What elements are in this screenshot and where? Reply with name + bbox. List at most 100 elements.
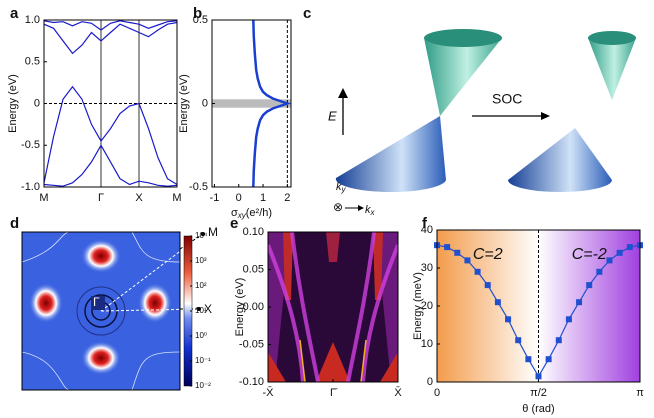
panel-label: e [230, 215, 238, 232]
y-tick-label: 0 [427, 376, 433, 388]
bulk-band [380, 352, 398, 382]
panel-label: a [10, 5, 19, 22]
plot-frame [267, 231, 399, 383]
soc-label: SOC [492, 91, 522, 107]
chern-region [437, 230, 539, 382]
point-label: M [208, 225, 218, 239]
x-tick-label: 0 [434, 387, 440, 399]
y-tick-label: 1.0 [25, 14, 40, 26]
x-tick-label: Γ̄ [330, 387, 338, 399]
y-tick-label: 30 [421, 262, 433, 274]
marker [576, 299, 583, 306]
panel-label: f [422, 215, 428, 232]
upper-cone [588, 38, 636, 100]
ky-sub: y [341, 185, 347, 194]
marker [464, 257, 471, 264]
upper-cone [424, 38, 502, 116]
panel-label: b [193, 5, 202, 22]
y-tick-label: 0.05 [243, 263, 264, 275]
series-line [43, 20, 178, 31]
hotspot [81, 341, 121, 375]
contour [76, 286, 126, 336]
k-point [201, 232, 205, 236]
kx-label: kx [365, 204, 376, 217]
marker [616, 249, 623, 256]
x-tick-label: π [636, 387, 644, 399]
ky-base: k [336, 181, 342, 193]
label-symbol: σ [231, 207, 238, 219]
marker [444, 244, 451, 251]
map-frame [21, 231, 181, 391]
x-tick-label: M [39, 192, 48, 204]
hotspot [138, 283, 172, 323]
marker [484, 282, 491, 289]
bulk-band [373, 232, 383, 300]
y-tick-label: 0 [34, 97, 40, 109]
y-tick-label: 0.5 [193, 14, 208, 26]
marker [545, 356, 552, 363]
region-label: C=-2 [572, 246, 607, 263]
colorbar-label: 10² [195, 281, 207, 290]
y-axis-label: Energy (eV) [178, 74, 190, 133]
y-tick-label: 10 [421, 338, 433, 350]
cone-diagram: c E SOC ky ⊗ kx [303, 5, 636, 217]
label-subscript: xy [237, 211, 247, 220]
hotspot [29, 283, 63, 323]
x-tick-label: 2 [284, 192, 290, 204]
y-tick-label: 0 [202, 97, 208, 109]
berry-curvature-map: M Γ X [21, 225, 218, 391]
marker [596, 268, 603, 275]
hotspot [81, 239, 121, 273]
x-tick-label: 0 [236, 192, 242, 204]
x-tick-label: 1 [260, 192, 266, 204]
x-tick-label: M [172, 192, 181, 204]
region-label: C=2 [473, 246, 503, 263]
x-tick-label: Γ [98, 192, 104, 204]
ky-label: ky [336, 181, 347, 194]
panel-label: d [10, 215, 19, 232]
cone-top [424, 29, 502, 47]
surface-state [268, 232, 398, 382]
arrow-head [338, 88, 348, 98]
bulk-band [316, 342, 350, 382]
label-unit: (e²/h) [246, 207, 272, 219]
contour [21, 231, 181, 391]
colorbar-label: 10¹ [195, 306, 207, 315]
plot-frame [436, 229, 641, 383]
y-tick-label: 0.5 [25, 56, 40, 68]
surface-state [299, 339, 367, 382]
y-tick-label: -0.10 [239, 376, 264, 388]
y-tick-label: -1.0 [21, 181, 40, 193]
energy-axis-label: E [328, 108, 337, 123]
y-axis-label: Energy (eV) [7, 74, 19, 133]
plot-frame [43, 19, 178, 188]
series-line [43, 21, 178, 55]
marker [535, 373, 542, 380]
series-line [43, 85, 178, 186]
chern-region [538, 230, 640, 382]
marker [626, 244, 633, 251]
marker [565, 316, 572, 323]
gamma-box [91, 296, 105, 310]
series-line [43, 144, 178, 187]
x-tick-label: -X̄ [263, 386, 275, 399]
point-label: X [204, 302, 212, 316]
arrow-head [358, 205, 364, 211]
bulk-band [268, 352, 286, 382]
marker [525, 356, 532, 363]
point-label: Γ [93, 295, 100, 309]
colorbar-label: 10³ [195, 256, 207, 265]
y-tick-label: -0.5 [189, 181, 208, 193]
y-axis-label: Energy (meV) [412, 272, 424, 340]
colorbar-label: 10⁰ [195, 331, 207, 340]
marker [494, 299, 501, 306]
lower-cone [335, 116, 446, 193]
cone-top [588, 31, 636, 45]
bulk-band [283, 232, 293, 300]
marker [454, 249, 461, 256]
y-tick-label: 0.00 [243, 301, 264, 313]
k-point [197, 307, 201, 311]
colorbar-label: 10⁻² [195, 381, 211, 390]
